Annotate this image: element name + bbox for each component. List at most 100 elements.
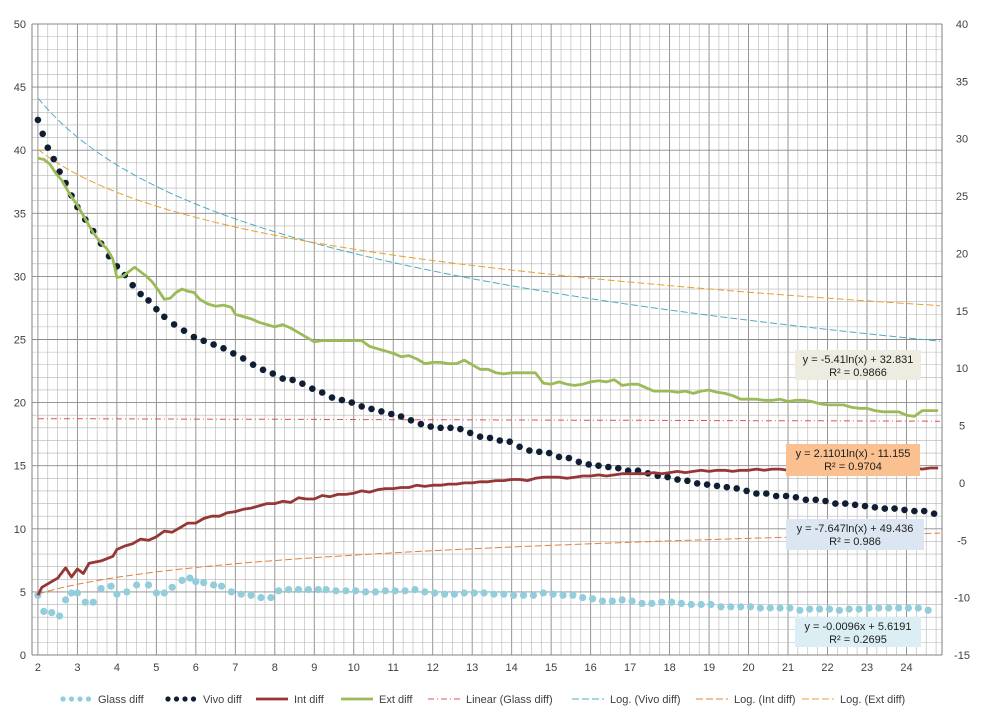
equation-text: y = -5.41ln(x) + 32.831 [803, 354, 914, 366]
data-point [137, 290, 144, 298]
data-point [519, 591, 528, 599]
equation-box-background [786, 519, 924, 550]
data-point [186, 574, 194, 582]
r-squared-text: R² = 0.9866 [829, 367, 887, 379]
data-point [549, 590, 557, 598]
data-point [707, 600, 715, 609]
data-point [304, 586, 312, 594]
y-left-tick-label: 25 [14, 335, 26, 347]
data-point [697, 600, 705, 609]
data-point [881, 505, 889, 512]
trendline-4 [37, 418, 940, 422]
x-tick-label: 14 [506, 662, 518, 674]
data-point [920, 507, 928, 515]
x-tick-label: 6 [193, 662, 199, 674]
data-point [500, 590, 508, 598]
data-point [786, 604, 794, 612]
legend-item: Log. (Int diff) [696, 694, 796, 706]
data-point [44, 144, 52, 151]
data-point [285, 586, 293, 594]
data-point [145, 297, 152, 304]
data-point [536, 448, 543, 456]
data-point [891, 505, 898, 512]
data-point [914, 604, 922, 612]
data-point [756, 604, 765, 612]
data-point [133, 581, 141, 589]
data-point [904, 604, 913, 612]
data-point [668, 598, 676, 606]
data-point [529, 591, 538, 599]
equation-text: y = -0.0096x + 5.6191 [804, 621, 911, 633]
grid-layer [32, 23, 942, 656]
y-right-tick-label: 5 [959, 421, 965, 433]
data-point [466, 429, 474, 437]
y-right-tick-label: 30 [956, 134, 968, 146]
data-point [842, 500, 849, 507]
legend-label: Log. (Ext diff) [840, 694, 905, 706]
data-point [40, 607, 48, 616]
x-tick-label: 18 [663, 662, 675, 674]
series-line-3 [37, 156, 939, 418]
data-point [249, 361, 257, 369]
data-point [62, 596, 70, 604]
legend-label: Glass diff [98, 694, 145, 706]
legend-label: Log. (Vivo diff) [610, 694, 681, 706]
data-point [687, 600, 695, 609]
data-point [618, 596, 626, 604]
data-point [220, 345, 227, 352]
data-point [855, 605, 863, 613]
equation-box-background [786, 444, 920, 476]
x-tick-label: 8 [272, 662, 278, 674]
data-point [318, 389, 326, 396]
data-point [97, 584, 105, 593]
data-point [575, 458, 583, 466]
legend-marker [173, 696, 180, 702]
data-point [352, 587, 360, 595]
x-tick-label: 24 [900, 662, 912, 674]
y-left-tick-label: 40 [14, 145, 26, 157]
data-point [677, 599, 686, 608]
data-point [496, 437, 504, 444]
legend-marker [77, 696, 83, 702]
equation-box-background [795, 350, 921, 380]
data-point [160, 589, 168, 597]
legend-label: Log. (Int diff) [734, 694, 796, 706]
data-point [368, 405, 375, 413]
data-point [460, 589, 468, 597]
data-point [401, 587, 409, 595]
equation-text: y = -7.647ln(x) + 49.436 [797, 523, 914, 535]
legend-marker [68, 696, 75, 702]
series-layer [34, 116, 939, 620]
data-point [267, 594, 275, 602]
data-point [50, 155, 57, 163]
legend-item: Log. (Vivo diff) [572, 694, 681, 706]
data-point [480, 589, 488, 597]
data-point [845, 605, 853, 613]
y-right-tick-label: 25 [956, 191, 968, 203]
data-point [289, 376, 296, 384]
data-point [81, 598, 89, 606]
data-point [569, 591, 577, 599]
x-tick-label: 13 [466, 662, 478, 674]
x-tick-label: 7 [232, 662, 238, 674]
data-point [180, 327, 188, 335]
data-point [526, 447, 533, 454]
y-left-tick-label: 10 [14, 524, 26, 536]
data-point [411, 586, 419, 594]
data-point [832, 500, 839, 507]
data-point [210, 581, 218, 589]
legend-layer: Glass diff Vivo diff Int diff Ext diff Linea… [60, 694, 905, 706]
data-point [598, 597, 607, 605]
data-point [555, 453, 563, 461]
data-point [450, 590, 458, 598]
axis-layer: 05101520253035404550-15-10-5051015202530… [14, 19, 970, 674]
data-point [309, 385, 316, 393]
data-point [565, 454, 573, 462]
data-point [227, 588, 235, 596]
legend-label: Vivo diff [203, 694, 243, 706]
data-point [737, 603, 745, 611]
legend-label: Linear (Glass diff) [466, 694, 553, 706]
series-dots-0 [34, 574, 932, 620]
